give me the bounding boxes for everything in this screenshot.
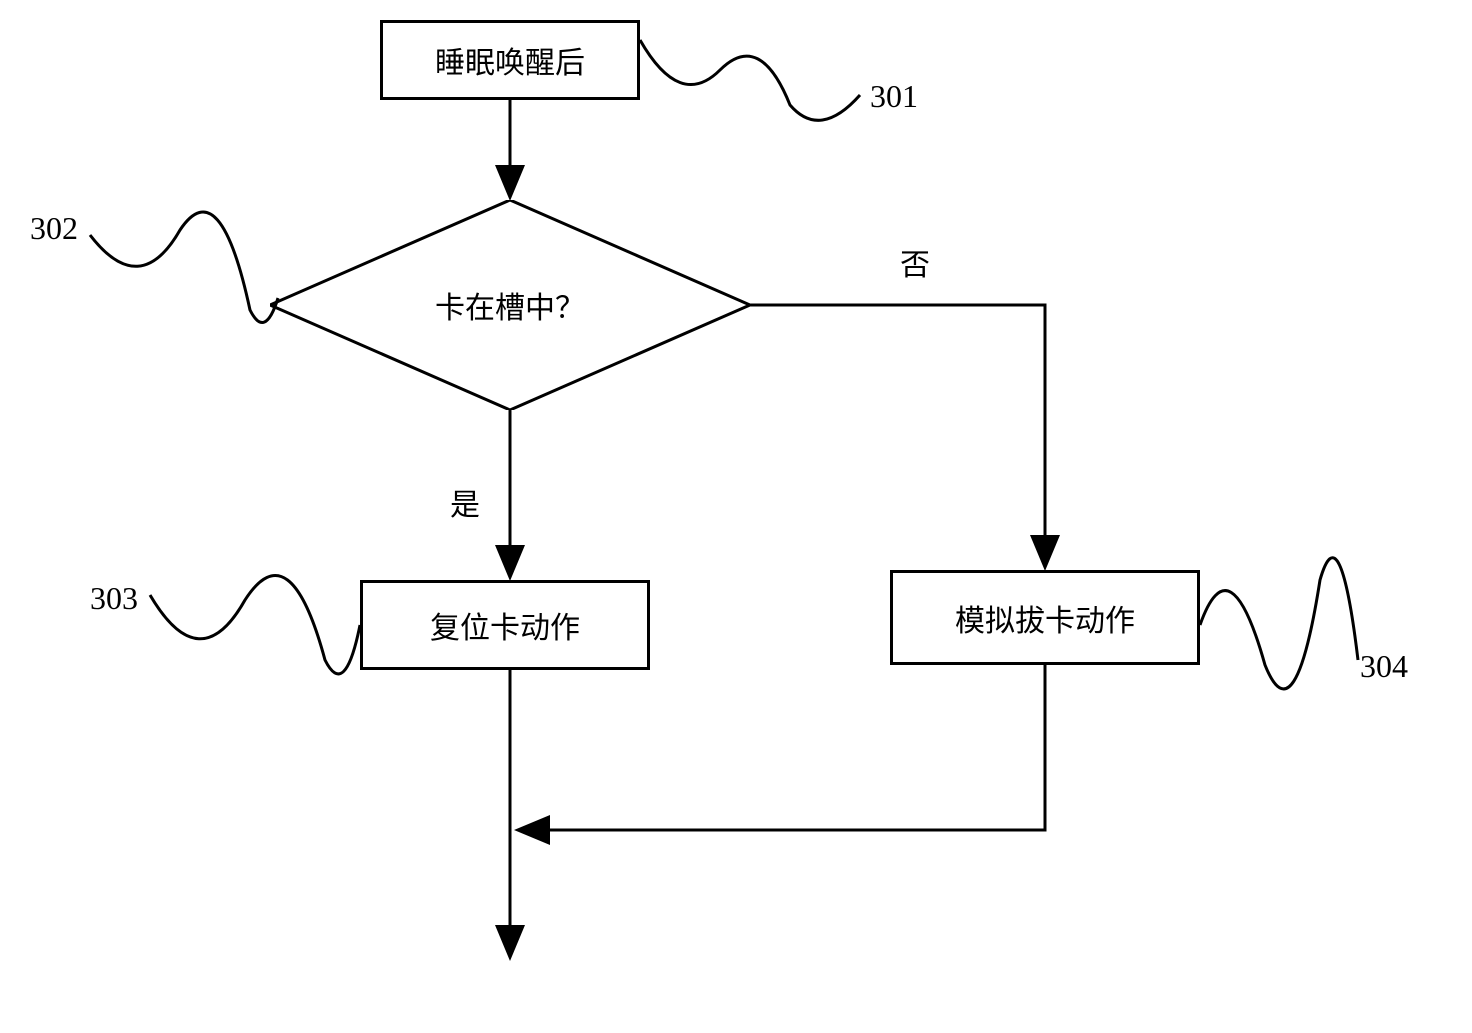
node-reset-card: 复位卡动作 — [360, 580, 650, 670]
node-text: 复位卡动作 — [430, 603, 580, 647]
ref-label-302: 302 — [30, 210, 78, 247]
node-text: 卡在槽中？ — [435, 283, 585, 327]
ref-label-301: 301 — [870, 78, 918, 115]
connectors — [0, 0, 1472, 1033]
edge-label-no: 否 — [900, 240, 930, 284]
node-card-in-slot-decision: 卡在槽中？ — [270, 200, 750, 410]
squiggle-302 — [0, 0, 1472, 1033]
ref-label-304: 304 — [1360, 648, 1408, 685]
node-sleep-wake: 睡眠唤醒后 — [380, 20, 640, 100]
node-simulate-eject: 模拟拔卡动作 — [890, 570, 1200, 665]
node-text: 睡眠唤醒后 — [435, 38, 585, 82]
squiggle-303 — [0, 0, 1472, 1033]
squiggle-304 — [0, 0, 1472, 1033]
edge-label-yes: 是 — [450, 480, 480, 524]
squiggle-301 — [0, 0, 1472, 1033]
node-text: 模拟拔卡动作 — [955, 596, 1135, 640]
flowchart-container: 睡眠唤醒后 卡在槽中？ 复位卡动作 模拟拔卡动作 301 302 303 304… — [0, 0, 1472, 1033]
ref-label-303: 303 — [90, 580, 138, 617]
